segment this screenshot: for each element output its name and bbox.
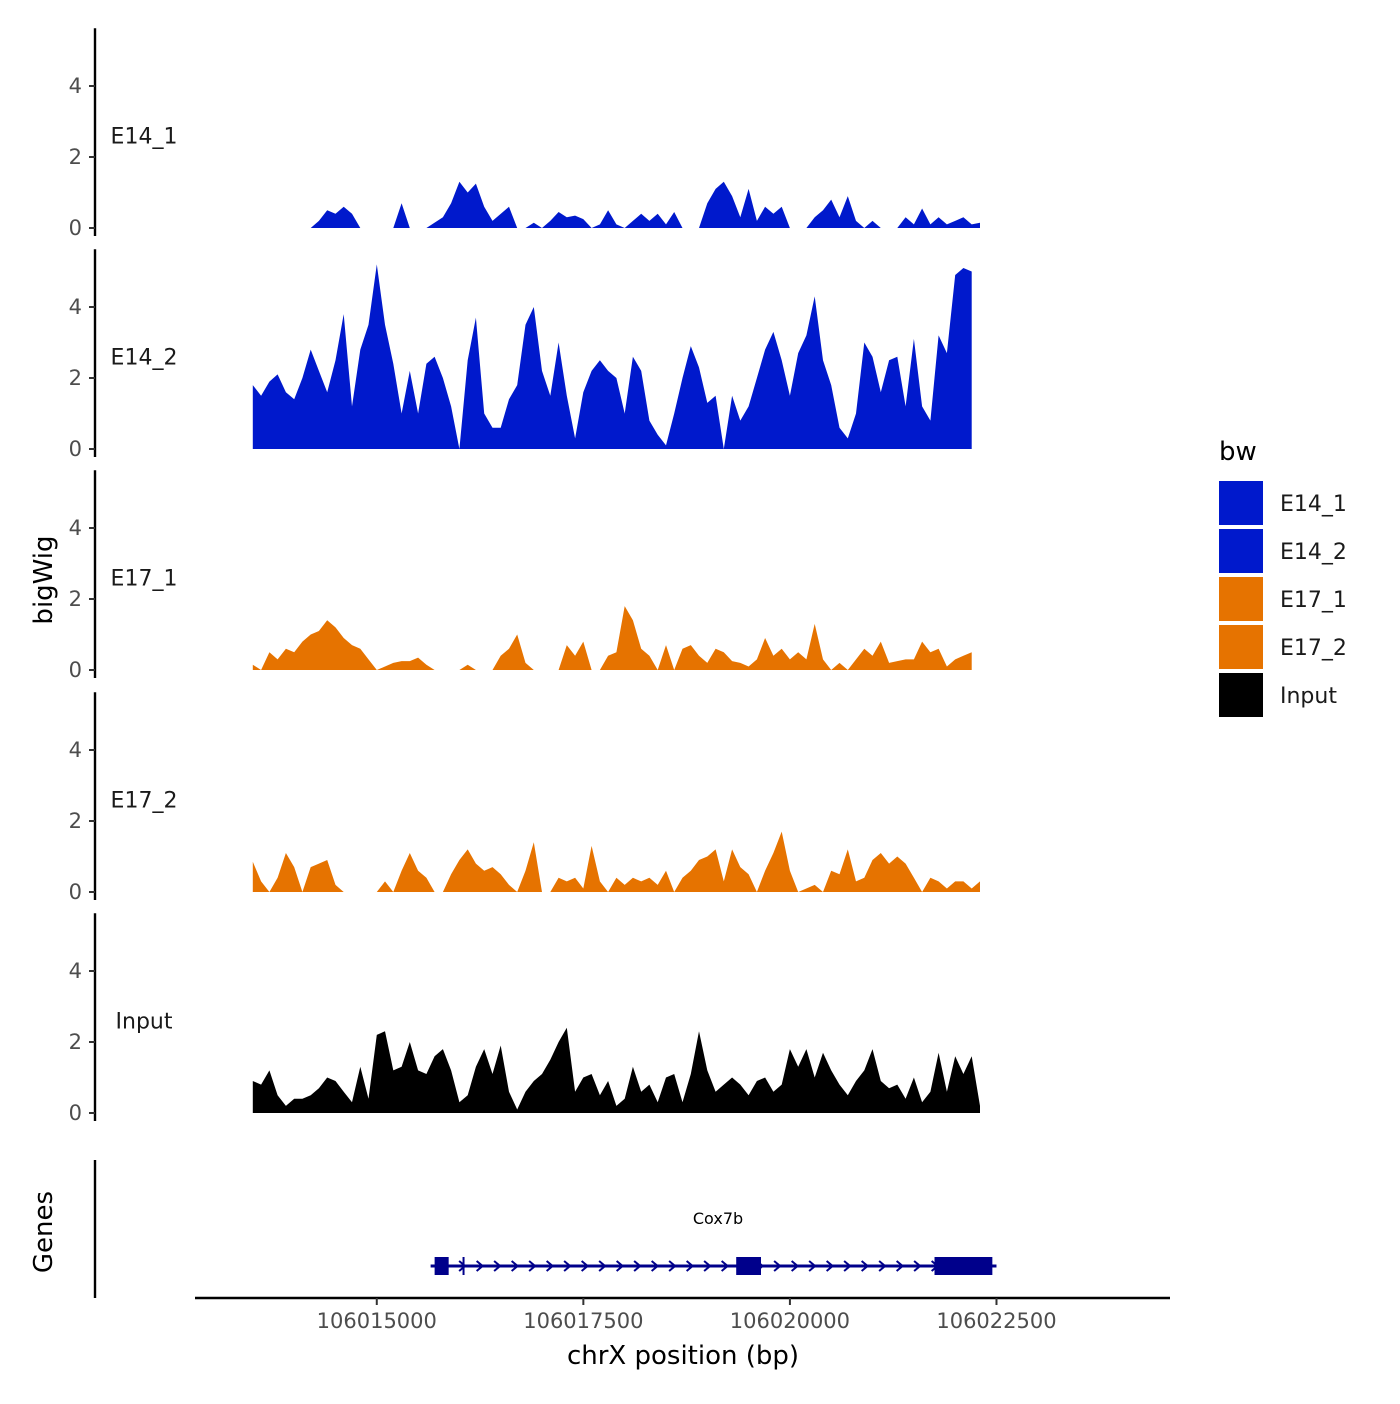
- y-tick-label: 0: [69, 437, 82, 461]
- track-label: E14_1: [111, 125, 178, 150]
- x-tick-label: 106017500: [523, 1309, 643, 1333]
- strand-arrow: [458, 1260, 467, 1272]
- legend-label: E17_2: [1280, 636, 1347, 661]
- strand-arrow: [493, 1260, 502, 1272]
- strand-arrow: [843, 1260, 852, 1272]
- track-label: E14_2: [111, 346, 178, 371]
- strand-arrow: [860, 1260, 870, 1272]
- strand-arrow: [808, 1260, 817, 1272]
- x-tick-label: 106020000: [730, 1309, 850, 1333]
- strand-arrow: [545, 1260, 555, 1272]
- legend-title: bw: [1219, 437, 1257, 467]
- legend-item: E17_1: [1219, 577, 1347, 621]
- strand-arrow: [703, 1260, 712, 1272]
- strand-arrow: [475, 1260, 485, 1272]
- legend-label: E14_1: [1280, 492, 1347, 517]
- track-e17-1: 0 2 4 E17_1: [69, 470, 972, 682]
- y-tick-label: 2: [69, 587, 82, 611]
- track-label: E17_2: [111, 789, 178, 814]
- y-tick-label: 4: [69, 738, 82, 762]
- legend-swatch: [1219, 673, 1263, 717]
- signal-area-e14-1: [310, 181, 980, 228]
- strand-arrow: [580, 1260, 590, 1272]
- strand-arrow: [633, 1260, 642, 1272]
- legend-swatch: [1219, 529, 1263, 573]
- gene-exon: [434, 1257, 449, 1275]
- y-tick-label: 4: [69, 74, 82, 98]
- y-tick-label: 4: [69, 959, 82, 983]
- strand-arrow: [528, 1260, 537, 1272]
- signal-tracks: 0 2 4 E14_1 0 2 4 E14_2 0 2 4 E17_1 0 2 4 E17_2 0 2 4 Input: [69, 28, 981, 1125]
- x-tick-label: 106022500: [936, 1309, 1056, 1333]
- y-axis-title: bigWig: [29, 535, 59, 624]
- track-input: 0 2 4 Input: [69, 913, 981, 1125]
- x-axis-title: chrX position (bp): [567, 1341, 799, 1371]
- y-tick-label: 2: [69, 145, 82, 169]
- y-tick-label: 0: [69, 216, 82, 240]
- signal-area-e17-2: [252, 831, 981, 892]
- y-tick-label: 4: [69, 295, 82, 319]
- signal-area-e14-2: [252, 264, 972, 449]
- strand-arrow: [720, 1260, 730, 1272]
- x-axis: 106015000 106017500 106020000 106022500: [195, 1296, 1170, 1333]
- y-tick-label: 2: [69, 1030, 82, 1054]
- legend-item: Input: [1219, 673, 1337, 717]
- strand-arrow: [685, 1260, 695, 1272]
- strand-arrow: [615, 1260, 625, 1272]
- gene-panel: Cox7b 106015000 106017500 106020000 10602250…: [93, 1160, 1170, 1333]
- legend-label: E17_1: [1280, 588, 1347, 613]
- y-tick-label: 0: [69, 880, 82, 904]
- gene-track-title: Genes: [29, 1191, 59, 1273]
- legend-swatch: [1219, 481, 1263, 525]
- y-tick-label: 4: [69, 516, 82, 540]
- signal-area-input: [252, 1027, 981, 1113]
- track-e14-1: 0 2 4 E14_1: [69, 28, 980, 240]
- strand-arrow: [913, 1260, 922, 1272]
- strand-arrow: [563, 1260, 572, 1272]
- legend-swatch: [1219, 625, 1263, 669]
- gene-name-label: Cox7b: [693, 1209, 743, 1228]
- legend-swatch: [1219, 577, 1263, 621]
- strand-arrow: [510, 1260, 520, 1272]
- legend-item: E14_1: [1219, 481, 1347, 525]
- legend-label: E14_2: [1280, 540, 1347, 565]
- track-e17-2: 0 2 4 E17_2: [69, 692, 981, 904]
- strand-arrow: [598, 1260, 607, 1272]
- y-tick-label: 0: [69, 658, 82, 682]
- strand-arrow: [825, 1260, 835, 1272]
- y-tick-label: 0: [69, 1101, 82, 1125]
- strand-arrow: [650, 1260, 660, 1272]
- x-tick-label: 106015000: [317, 1309, 437, 1333]
- strand-arrow: [773, 1260, 782, 1272]
- legend-item: E17_2: [1219, 625, 1347, 669]
- signal-area-e17-1: [252, 606, 972, 670]
- track-label: E17_1: [111, 567, 178, 592]
- strand-arrow: [895, 1260, 905, 1272]
- track-e14-2: 0 2 4 E14_2: [69, 249, 972, 461]
- strand-arrow: [790, 1260, 800, 1272]
- legend-item: E14_2: [1219, 529, 1347, 573]
- y-tick-label: 2: [69, 809, 82, 833]
- y-tick-label: 2: [69, 366, 82, 390]
- track-label: Input: [116, 1010, 173, 1035]
- gene-exon: [934, 1257, 993, 1275]
- gene-exon: [736, 1257, 761, 1275]
- strand-arrow: [668, 1260, 677, 1272]
- legend-label: Input: [1280, 684, 1337, 709]
- strand-arrow: [878, 1260, 887, 1272]
- legend: bw E14_1 E14_2 E17_1 E17_2 Input: [1219, 437, 1347, 717]
